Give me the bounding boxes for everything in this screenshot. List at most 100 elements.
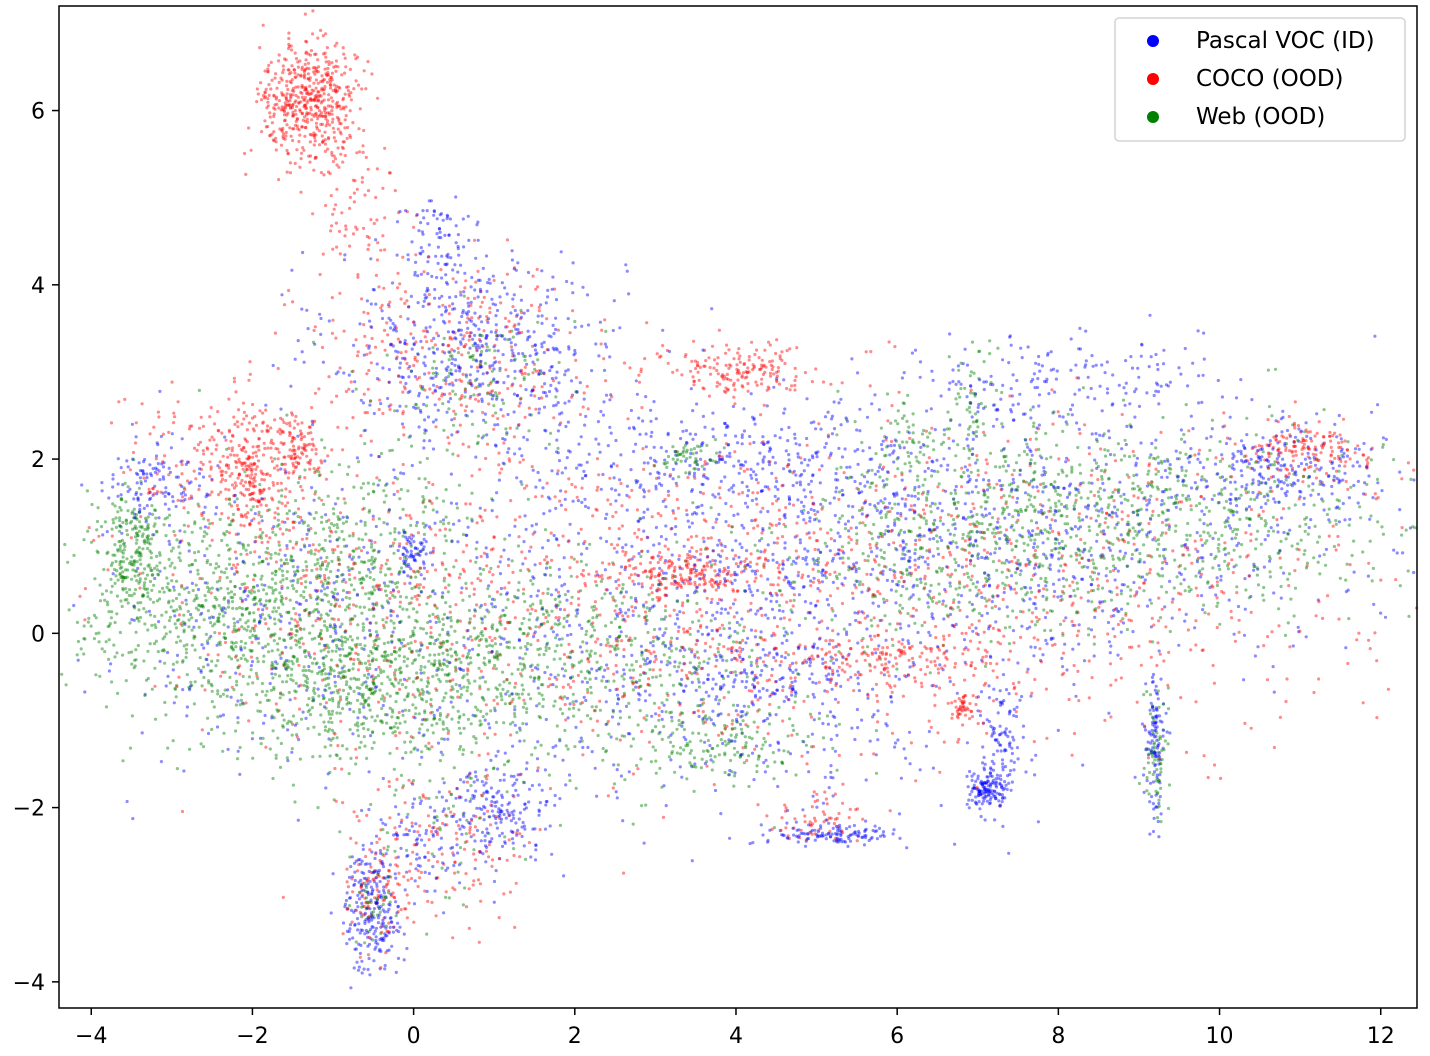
- data-point: [478, 882, 482, 886]
- data-point: [196, 608, 200, 612]
- data-point: [692, 471, 697, 475]
- data-point: [265, 106, 269, 110]
- data-point: [502, 773, 506, 777]
- data-point: [615, 550, 619, 554]
- data-point: [240, 422, 244, 426]
- data-point: [708, 580, 712, 584]
- data-point: [798, 643, 802, 647]
- data-point: [1164, 488, 1168, 492]
- data-point: [1287, 472, 1291, 476]
- data-point: [850, 475, 854, 479]
- data-point: [569, 632, 573, 637]
- data-point: [234, 459, 238, 464]
- data-point: [552, 331, 556, 336]
- data-point: [478, 382, 482, 386]
- data-point: [1201, 567, 1205, 571]
- data-point: [328, 123, 332, 127]
- data-point: [1018, 698, 1022, 702]
- data-point: [543, 827, 548, 831]
- data-point: [888, 622, 892, 626]
- data-point: [1189, 648, 1193, 652]
- data-point: [1009, 541, 1013, 546]
- data-point: [1026, 543, 1030, 547]
- data-point: [476, 399, 481, 403]
- data-point: [231, 641, 235, 645]
- data-point: [941, 599, 945, 603]
- data-point: [938, 519, 943, 523]
- data-point: [280, 488, 284, 492]
- data-point: [513, 705, 517, 709]
- data-point: [1073, 392, 1077, 396]
- data-point: [692, 383, 696, 387]
- data-point: [1149, 517, 1153, 521]
- data-point: [733, 554, 738, 558]
- data-point: [456, 454, 460, 458]
- data-point: [1126, 585, 1130, 589]
- data-point: [1333, 422, 1337, 426]
- data-point: [441, 617, 445, 621]
- data-point: [454, 378, 458, 382]
- data-point: [202, 675, 206, 680]
- data-point: [282, 420, 286, 425]
- data-point: [365, 411, 369, 415]
- data-point: [485, 334, 489, 338]
- data-point: [402, 655, 406, 659]
- data-point: [370, 687, 375, 691]
- data-point: [376, 483, 380, 487]
- data-point: [1208, 585, 1212, 590]
- data-point: [974, 779, 978, 784]
- data-point: [696, 677, 700, 681]
- data-point: [305, 564, 309, 569]
- data-point: [311, 755, 315, 759]
- data-point: [985, 551, 990, 555]
- data-point: [500, 467, 504, 471]
- data-point: [1033, 773, 1037, 777]
- data-point: [568, 522, 572, 526]
- data-point: [75, 653, 79, 657]
- data-point: [1183, 619, 1187, 623]
- data-point: [833, 570, 837, 574]
- data-point: [1074, 493, 1078, 497]
- data-point: [561, 534, 565, 538]
- data-point: [622, 648, 626, 652]
- data-point: [654, 712, 658, 716]
- data-point: [186, 609, 190, 614]
- data-point: [968, 600, 972, 604]
- data-point: [1139, 575, 1143, 579]
- data-point: [552, 704, 556, 708]
- data-point: [401, 607, 405, 611]
- data-point: [449, 368, 453, 372]
- data-point: [279, 656, 283, 660]
- data-point: [380, 564, 384, 568]
- data-point: [1157, 705, 1161, 709]
- data-point: [342, 371, 346, 375]
- data-point: [200, 511, 204, 516]
- data-point: [501, 670, 505, 674]
- data-point: [972, 772, 976, 776]
- data-point: [544, 648, 548, 653]
- data-point: [987, 598, 991, 602]
- data-point: [785, 386, 789, 391]
- data-point: [870, 835, 874, 840]
- data-point: [146, 515, 150, 519]
- data-point: [263, 69, 267, 73]
- data-point: [472, 852, 476, 856]
- data-point: [993, 818, 997, 822]
- data-point: [1019, 587, 1024, 591]
- data-point: [83, 587, 87, 591]
- data-point: [368, 621, 372, 625]
- data-point: [791, 670, 795, 675]
- data-point: [588, 542, 592, 546]
- data-point: [985, 718, 989, 722]
- data-point: [350, 877, 354, 881]
- data-point: [464, 832, 468, 836]
- data-point: [1120, 583, 1124, 587]
- data-point: [1268, 559, 1272, 563]
- data-point: [668, 673, 672, 677]
- data-point: [539, 599, 543, 603]
- data-point: [423, 505, 427, 509]
- data-point: [146, 526, 151, 530]
- data-point: [493, 663, 497, 668]
- data-point: [446, 630, 450, 634]
- data-point: [352, 588, 356, 592]
